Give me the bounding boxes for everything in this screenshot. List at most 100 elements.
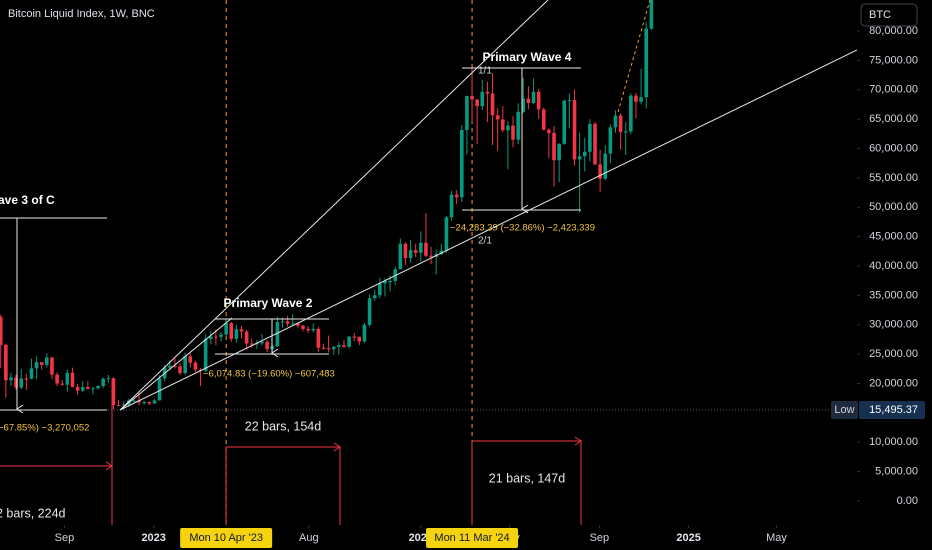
y-tick-label: 60,000.00 [869, 142, 918, 154]
measure-label: −67.85%) −3,270,052 [0, 423, 89, 434]
candle-body [331, 346, 336, 350]
candle-body [444, 217, 449, 251]
candle-body [60, 383, 65, 385]
candle-body [34, 362, 39, 369]
candle-body [183, 356, 187, 374]
annotations: ave 3 of C Primary Wave 2 Primary Wave 4… [0, 50, 595, 520]
range-label: 21 bars, 147d [489, 471, 565, 485]
y-tick-label: 25,000.00 [869, 348, 918, 360]
candle-body [173, 365, 177, 367]
candle-body [132, 400, 136, 402]
candle-body [408, 250, 413, 259]
candle-body [80, 387, 85, 391]
candle-body [342, 345, 346, 347]
candle-body [511, 125, 515, 140]
y-tick-label: 45,000.00 [869, 231, 918, 243]
candle-body [388, 280, 392, 282]
candle-body [157, 378, 162, 401]
candle-body [14, 377, 18, 388]
low-tag-box [831, 400, 858, 419]
candle-body [326, 348, 331, 350]
candle-body [290, 323, 295, 325]
candle-body [352, 336, 357, 338]
currency-box[interactable] [860, 3, 918, 27]
candle-body [449, 194, 454, 218]
candle-body [337, 345, 341, 347]
trend-line [119, 317, 233, 411]
low-tag-label: Low [834, 404, 854, 416]
low-value-label: 15,495.37 [869, 404, 918, 416]
candle-body [490, 93, 495, 116]
candle-body [567, 100, 572, 102]
candle-body [557, 143, 561, 161]
x-tick-label: 2023 [141, 532, 165, 544]
candle-body [142, 402, 146, 404]
y-tick-label: 20,000.00 [869, 377, 918, 389]
candle-body [608, 127, 613, 154]
y-tick-label: 35,000.00 [869, 289, 918, 301]
candle-body [470, 95, 474, 100]
candle-body [454, 194, 459, 198]
candle-body [531, 91, 536, 103]
candle-body [634, 95, 638, 102]
candle-body [398, 243, 403, 270]
candle-body [321, 347, 326, 349]
y-tick-label: 55,000.00 [869, 172, 918, 184]
wave-label: Primary Wave 2 [224, 296, 313, 310]
candle-body [383, 280, 387, 284]
candle-body [265, 341, 269, 350]
candle-body [0, 316, 3, 345]
date-marker-box [426, 528, 519, 548]
candle-body [296, 323, 300, 326]
candle-body [147, 402, 152, 404]
candle-body [347, 336, 351, 347]
candle-body [39, 362, 44, 365]
candle-body [106, 378, 111, 380]
candle-body [623, 131, 628, 133]
currency-label[interactable]: BTC [869, 9, 891, 21]
candle-body [275, 322, 280, 347]
candle-body [244, 331, 249, 344]
candle-body [19, 378, 24, 388]
y-tick-label: 70,000.00 [869, 84, 918, 96]
date-marker-label: Mon 11 Mar '24 [434, 532, 509, 544]
candle-body [86, 387, 90, 389]
candle-body [629, 95, 633, 132]
candle-body [598, 164, 602, 179]
measure-label: −6,074.83 (−19.60%) −607,483 [203, 369, 335, 380]
y-tick-label: 5,000.00 [875, 466, 918, 478]
candle-body [4, 344, 8, 381]
y-tick-label: 75,000.00 [869, 54, 918, 66]
wave-label: ave 3 of C [0, 193, 55, 207]
candle-body [372, 295, 377, 299]
candle-body [50, 357, 54, 375]
candle-body [208, 336, 213, 339]
trend-line [119, 49, 857, 411]
candle-body [214, 336, 218, 338]
projection-line [617, 0, 651, 113]
candle-body [101, 378, 105, 387]
candle-body [203, 338, 208, 371]
candles [0, 0, 654, 411]
candle-body [362, 324, 367, 342]
candle-body [639, 97, 643, 102]
candle-body [536, 91, 541, 110]
candle-body [260, 341, 264, 344]
candle-body [547, 129, 551, 133]
candle-body [229, 322, 234, 339]
candle-body [219, 334, 223, 337]
measure-label: −24,283.39 (−32.86%) −2,423,339 [450, 223, 595, 234]
candle-body [285, 321, 290, 324]
axes: 0.00 5,000.00 10,000.00 20,000.00 25,000.00 3… [55, 25, 925, 548]
candle-body [500, 119, 505, 131]
y-tick-label: 50,000.00 [869, 201, 918, 213]
candle-body [137, 400, 141, 403]
x-tick-label: May [766, 532, 787, 544]
candle-body [506, 125, 510, 131]
x-tick-label: Sep [590, 532, 610, 544]
candle-body [91, 388, 95, 390]
candle-body [167, 365, 172, 368]
candle-body [618, 115, 623, 133]
candle-body [562, 100, 567, 144]
